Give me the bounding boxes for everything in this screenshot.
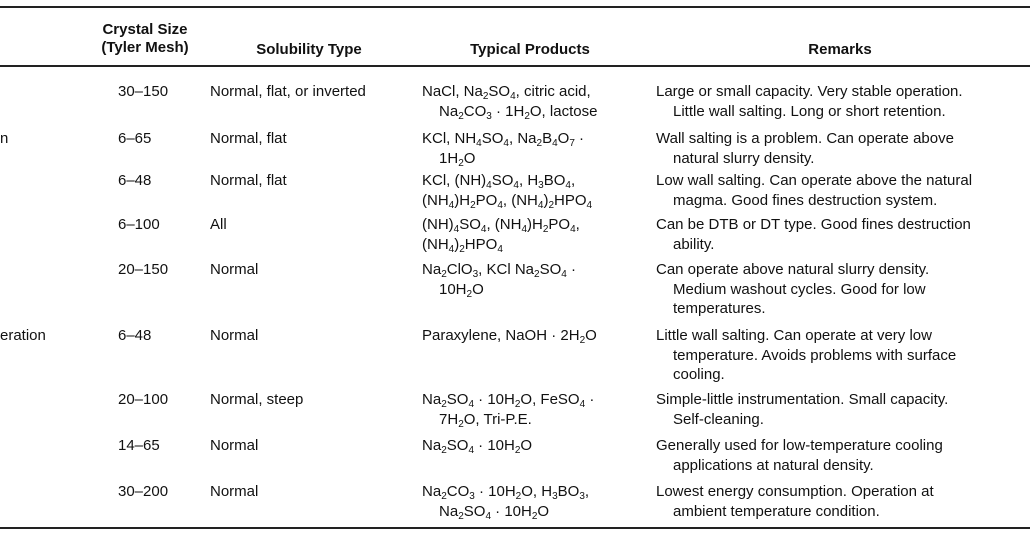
cell-typical-products: Na2SO4 · 10H2O xyxy=(439,502,550,522)
cell-solubility-type: Normal, flat xyxy=(210,172,287,189)
cell-typical-products: KCl, NH4SO4, Na2B4O7 · xyxy=(422,130,585,149)
cell-crystal-size: 6–100 xyxy=(118,216,160,233)
cell-remarks: Large or small capacity. Very stable ope… xyxy=(656,83,963,100)
cell-typical-products: KCl, (NH)4SO4, H3BO4, xyxy=(422,172,576,191)
cell-remarks: Self-cleaning. xyxy=(673,410,764,428)
cell-crystal-size: 20–150 xyxy=(118,261,169,278)
cell-crystal-size: 6–48 xyxy=(118,172,152,189)
cell-typical-products: Na2CO3 · 10H2O, H3BO3, xyxy=(422,483,590,502)
cell-typical-products: Na2SO4 · 10H2O xyxy=(422,437,533,456)
cell-typical-products: 10H2O xyxy=(439,280,484,300)
cell-solubility-type: Normal, flat, or inverted xyxy=(210,83,366,100)
cell-typical-products: (NH4)2HPO4 xyxy=(422,235,503,255)
cell-solubility-type: Normal xyxy=(210,437,259,454)
cell-remarks: Low wall salting. Can operate above the … xyxy=(656,172,973,189)
cell-typical-products: (NH4)H2PO4, (NH4)2HPO4 xyxy=(422,191,593,211)
cell-typical-products: Na2ClO3, KCl Na2SO4 · xyxy=(422,261,576,280)
cell-typical-products: 1H2O xyxy=(439,149,476,169)
header-solubility-type: Solubility Type xyxy=(256,41,362,58)
cell-typical-products: Na2CO3 · 1H2O, lactose xyxy=(439,102,598,122)
cell-remarks: Little wall salting. Can operate at very… xyxy=(656,327,932,344)
cell-crystal-size: 6–48 xyxy=(118,327,152,344)
cell-remarks: ability. xyxy=(673,235,715,253)
cell-solubility-type: Normal xyxy=(210,327,259,344)
cell-solubility-type: Normal xyxy=(210,261,259,278)
cell-typical-products: NaCl, Na2SO4, citric acid, xyxy=(422,83,591,102)
cell-remarks: Can be DTB or DT type. Good fines destru… xyxy=(656,216,971,233)
cell-remarks: Can operate above natural slurry density… xyxy=(656,261,930,278)
header-crystal-size: Crystal Size (Tyler Mesh) xyxy=(101,21,189,56)
cell-typical-products: (NH)4SO4, (NH4)H2PO4, xyxy=(422,216,580,235)
cell-remarks: ambient temperature condition. xyxy=(673,502,880,520)
header-remarks: Remarks xyxy=(808,41,872,58)
cell-remarks: magma. Good fines destruction system. xyxy=(673,191,938,209)
cell-remarks: natural slurry density. xyxy=(673,149,815,167)
cell-solubility-type: Normal xyxy=(210,483,259,500)
cell-solubility-type: All xyxy=(210,216,227,233)
cell-remarks: Generally used for low-temperature cooli… xyxy=(656,437,943,454)
table-header-rule xyxy=(0,65,1030,67)
cell-crystal-size: 20–100 xyxy=(118,391,169,408)
cell-remarks: temperatures. xyxy=(673,300,766,317)
cell-crystal-size: 6–65 xyxy=(118,130,152,147)
cell-solubility-type: Normal, steep xyxy=(210,391,304,408)
cell-remarks: Simple-little instrumentation. Small cap… xyxy=(656,391,949,408)
cell-remarks: Lowest energy consumption. Operation at xyxy=(656,483,934,500)
cell-type: n xyxy=(0,130,9,147)
cell-remarks: Wall salting is a problem. Can operate a… xyxy=(656,130,954,147)
cell-crystal-size: 30–200 xyxy=(118,483,169,500)
cell-crystal-size: 14–65 xyxy=(118,437,160,454)
cell-remarks: cooling. xyxy=(673,366,725,383)
cell-typical-products: 7H2O, Tri-P.E. xyxy=(439,410,532,430)
cell-solubility-type: Normal, flat xyxy=(210,130,287,147)
cell-typical-products: Paraxylene, NaOH · 2H2O xyxy=(422,327,597,346)
header-typical-products: Typical Products xyxy=(470,41,590,58)
cell-typical-products: Na2SO4 · 10H2O, FeSO4 · xyxy=(422,391,595,410)
cell-remarks: applications at natural density. xyxy=(673,456,874,474)
cell-remarks: temperature. Avoids problems with surfac… xyxy=(673,346,957,364)
table-top-rule xyxy=(0,6,1030,8)
table-bottom-rule xyxy=(0,527,1030,529)
cell-remarks: Medium washout cycles. Good for low xyxy=(673,280,926,298)
cell-crystal-size: 30–150 xyxy=(118,83,169,100)
cell-type: eration xyxy=(0,327,46,344)
cell-remarks: Little wall salting. Long or short reten… xyxy=(673,102,946,120)
